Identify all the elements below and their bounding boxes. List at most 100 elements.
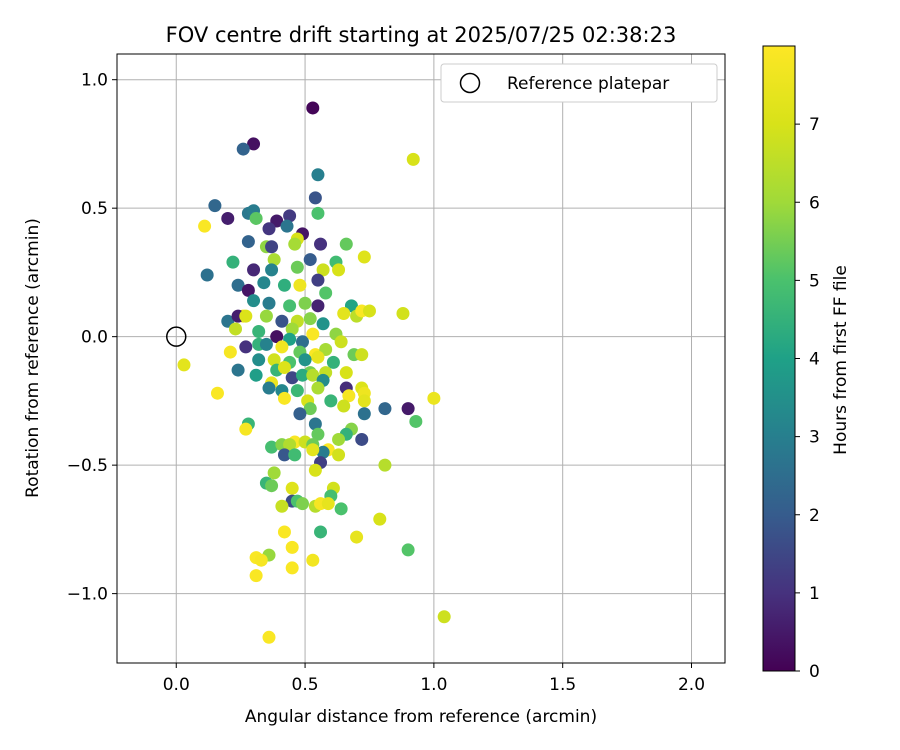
scatter-point bbox=[357, 394, 371, 408]
scatter-point bbox=[357, 407, 371, 421]
scatter-point bbox=[337, 399, 351, 413]
scatter-point bbox=[316, 445, 330, 459]
chart-title: FOV centre drift starting at 2025/07/25 … bbox=[166, 23, 677, 47]
scatter-point bbox=[321, 497, 335, 511]
scatter-point bbox=[283, 299, 297, 313]
scatter-point bbox=[306, 101, 320, 115]
scatter-point bbox=[319, 286, 333, 300]
x-tick-label: 0.5 bbox=[292, 675, 319, 695]
scatter-point bbox=[229, 322, 243, 336]
scatter-point bbox=[221, 211, 235, 225]
x-tick-label: 2.0 bbox=[678, 675, 705, 695]
scatter-point bbox=[267, 253, 281, 267]
scatter-point bbox=[249, 211, 263, 225]
scatter-point bbox=[277, 525, 291, 539]
scatter-point bbox=[290, 384, 304, 398]
colorbar-tick-label: 2 bbox=[809, 506, 820, 526]
scatter-point bbox=[355, 348, 369, 362]
scatter-point bbox=[326, 355, 340, 369]
scatter-point bbox=[316, 317, 330, 331]
scatter-point bbox=[241, 235, 255, 249]
scatter-point bbox=[200, 268, 214, 282]
x-tick-label: 1.5 bbox=[549, 675, 576, 695]
scatter-point bbox=[290, 260, 304, 274]
scatter-point bbox=[249, 368, 263, 382]
scatter-point bbox=[231, 363, 245, 377]
colorbar-tick-label: 4 bbox=[809, 350, 820, 370]
scatter-point bbox=[298, 296, 312, 310]
scatter-point bbox=[275, 499, 289, 513]
scatter-point bbox=[295, 497, 309, 511]
x-tick-label: 0.0 bbox=[163, 675, 190, 695]
y-tick-label: 0.0 bbox=[81, 328, 108, 348]
scatter-point bbox=[334, 335, 348, 349]
scatter-point bbox=[306, 443, 320, 457]
scatter-point bbox=[259, 337, 273, 351]
x-axis-label: Angular distance from reference (arcmin) bbox=[245, 707, 597, 727]
colorbar-tick-label: 6 bbox=[809, 193, 820, 213]
scatter-point bbox=[409, 414, 423, 428]
y-tick-label: 0.5 bbox=[81, 199, 108, 219]
scatter-point bbox=[252, 353, 266, 367]
scatter-point bbox=[311, 381, 325, 395]
scatter-point bbox=[283, 438, 297, 452]
scatter-point bbox=[288, 237, 302, 251]
reference-platepar-marker bbox=[166, 326, 187, 347]
scatter-point bbox=[277, 278, 291, 292]
scatter-point bbox=[311, 273, 325, 287]
scatter-point bbox=[332, 432, 346, 446]
scatter-point bbox=[252, 325, 266, 339]
scatter-point bbox=[357, 250, 371, 264]
colorbar-ticks: 0 1 2 3 4 5 6 7 bbox=[795, 115, 820, 682]
scatter-point bbox=[257, 276, 271, 290]
scatter-point bbox=[306, 368, 320, 382]
scatter-point bbox=[259, 309, 273, 323]
scatter-point bbox=[265, 440, 279, 454]
colorbar-tick-label: 5 bbox=[809, 271, 820, 291]
scatter-point bbox=[262, 630, 276, 644]
scatter-point bbox=[308, 463, 322, 477]
scatter-point bbox=[247, 137, 261, 151]
reference-point bbox=[166, 326, 187, 347]
scatter-point bbox=[208, 199, 222, 213]
scatter-point bbox=[362, 304, 376, 318]
scatter-point bbox=[285, 540, 299, 554]
scatter-point bbox=[247, 294, 261, 308]
scatter-point bbox=[295, 368, 309, 382]
scatter-point bbox=[342, 389, 356, 403]
y-axis-ticks: 1.0 0.5 0.0 −0.5 −1.0 bbox=[67, 71, 117, 605]
scatter-point bbox=[373, 512, 387, 526]
scatter-point bbox=[295, 335, 309, 349]
scatter-point bbox=[231, 278, 245, 292]
x-tick-label: 1.0 bbox=[420, 675, 447, 695]
scatter-point bbox=[239, 340, 253, 354]
colorbar: 0 1 2 3 4 5 6 7 Hours from first FF file bbox=[762, 45, 851, 682]
scatter-point bbox=[332, 263, 346, 277]
y-axis-label: Rotation from reference (arcmin) bbox=[23, 218, 43, 498]
scatter-point bbox=[265, 479, 279, 493]
scatter-point bbox=[437, 610, 451, 624]
scatter-point bbox=[280, 219, 294, 233]
scatter-point bbox=[332, 448, 346, 462]
legend: Reference platepar bbox=[440, 63, 718, 103]
x-axis-ticks: 0.0 0.5 1.0 1.5 2.0 bbox=[163, 663, 705, 695]
colorbar-gradient bbox=[762, 45, 796, 672]
legend-box bbox=[440, 63, 718, 103]
scatter-point bbox=[316, 263, 330, 277]
colorbar-tick-label: 7 bbox=[809, 115, 820, 135]
scatter-point bbox=[355, 432, 369, 446]
scatter-point bbox=[303, 312, 317, 326]
scatter-point bbox=[311, 299, 325, 313]
scatter-point bbox=[288, 448, 302, 462]
data-points bbox=[177, 101, 451, 644]
scatter-point bbox=[334, 502, 348, 516]
scatter-point bbox=[236, 142, 250, 156]
scatter-point bbox=[223, 345, 237, 359]
scatter-point bbox=[339, 237, 353, 251]
scatter-point bbox=[283, 209, 297, 223]
scatter-point bbox=[265, 240, 279, 254]
scatter-point bbox=[427, 391, 441, 405]
scatter-point bbox=[239, 422, 253, 436]
scatter-point bbox=[298, 353, 312, 367]
